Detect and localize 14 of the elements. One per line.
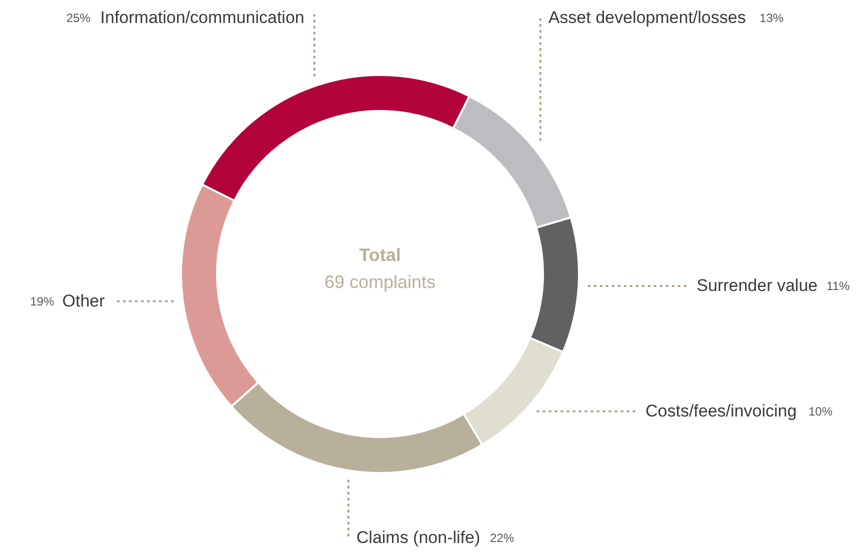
data-label: 25% (66, 11, 91, 25)
data-label: 19% (30, 294, 54, 308)
text: 69 complaints (324, 272, 436, 292)
slice-label: Asset development/losses (548, 8, 746, 27)
slice-label: Other (62, 291, 106, 310)
data-label: 10% (808, 404, 833, 418)
text: Total (359, 245, 401, 265)
slice-label: Costs/fees/invoicing (645, 401, 797, 420)
slice-label: Information/communication (100, 8, 304, 27)
data-label: 11% (826, 279, 850, 294)
slice-label: Surrender value (696, 276, 818, 296)
slice-label: Claims (non-life) (356, 528, 480, 547)
data-label: 13% (760, 11, 784, 25)
data-label: 22% (490, 531, 514, 545)
